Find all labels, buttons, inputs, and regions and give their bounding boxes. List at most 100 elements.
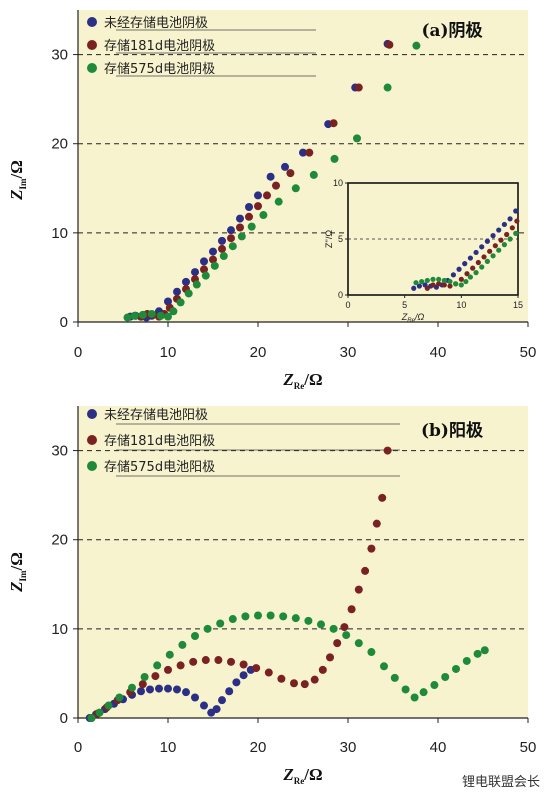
data-point [245, 203, 253, 212]
data-point [236, 223, 244, 232]
legend-marker [87, 435, 97, 445]
data-point [318, 665, 327, 674]
series-2 [87, 611, 489, 722]
data-point [182, 277, 190, 286]
y-tick-label: 20 [51, 532, 68, 549]
data-point [254, 202, 262, 211]
inset-frame [347, 182, 519, 296]
x-tick-label: 50 [520, 739, 537, 756]
inset-x-axis-label: ZRe/Ω [401, 312, 425, 324]
data-point [354, 585, 363, 594]
data-point [239, 671, 248, 680]
data-point [87, 714, 96, 722]
inset-data-point [496, 227, 502, 233]
inset-data-point [496, 247, 502, 253]
data-point [227, 657, 235, 666]
data-point [165, 650, 174, 659]
data-point [155, 684, 163, 693]
data-point [209, 247, 217, 256]
inset-data-point [441, 277, 447, 284]
inset-data-point [430, 276, 436, 282]
inset-data-point [479, 244, 485, 250]
data-point [329, 119, 338, 128]
data-point [227, 234, 235, 243]
data-point [390, 673, 399, 682]
data-point [383, 83, 392, 92]
inset-data-point [424, 277, 430, 284]
x-axis-label: ZRe/Ω [282, 765, 322, 786]
data-point [237, 232, 246, 241]
data-point [353, 134, 361, 143]
legend-label: 未经存储电池阴极 [104, 16, 208, 31]
y-axis-label: ZIm/Ω [7, 160, 28, 201]
data-point [200, 701, 208, 710]
legend-label: 存储181d电池阴极 [104, 39, 215, 54]
data-point [264, 668, 273, 677]
inset-data-point [484, 238, 490, 244]
inset-series-1 [424, 218, 520, 291]
data-point [200, 257, 208, 266]
data-point [329, 624, 338, 633]
data-point [241, 612, 250, 621]
inset-data-point [509, 225, 515, 231]
x-tick-label: 0 [74, 344, 82, 361]
data-point [333, 639, 342, 648]
inset-data-point [507, 236, 513, 242]
data-point [147, 309, 156, 318]
data-point [138, 680, 147, 689]
x-tick-label: 20 [250, 739, 267, 756]
inset-data-point [501, 221, 507, 228]
data-point [361, 566, 370, 575]
inset-data-point [501, 242, 507, 248]
data-point [310, 675, 319, 684]
inset-data-point [513, 230, 519, 236]
panel-title: (b)阳极 [421, 421, 483, 441]
data-point [201, 656, 210, 665]
data-point [480, 646, 489, 655]
data-point [372, 519, 381, 528]
data-point [176, 661, 185, 670]
data-point [236, 214, 244, 223]
inset-data-point [470, 265, 476, 271]
x-tick-label: 40 [430, 739, 447, 756]
inset-x-tick-label: 5 [402, 300, 407, 310]
data-point [146, 685, 154, 694]
data-point [340, 623, 349, 632]
data-point [137, 687, 145, 696]
inset-data-point [419, 278, 425, 285]
data-point [239, 660, 248, 669]
data-point [164, 312, 172, 321]
data-point [263, 191, 271, 200]
data-point [254, 611, 262, 620]
inset-data-point [424, 285, 430, 291]
data-point [212, 705, 221, 714]
data-point [274, 197, 283, 206]
data-point [367, 648, 376, 657]
data-point [430, 681, 439, 690]
legend-marker [87, 17, 97, 27]
data-point [367, 544, 376, 553]
data-point [326, 653, 334, 662]
inset-data-point [413, 280, 419, 286]
y-tick-label: 30 [51, 47, 68, 64]
data-point [225, 687, 234, 696]
data-point [281, 162, 289, 171]
data-point [401, 685, 410, 694]
data-point [452, 664, 460, 673]
inset-x-tick-label: 10 [456, 300, 466, 310]
data-point [419, 688, 428, 697]
inset-data-point [490, 233, 496, 239]
data-point [330, 154, 339, 163]
data-point [178, 640, 187, 649]
data-point [123, 313, 132, 322]
data-point [347, 605, 356, 614]
legend-marker [87, 40, 97, 50]
data-point [272, 181, 280, 190]
data-point [317, 620, 325, 629]
inset-data-point [504, 231, 510, 238]
data-point [173, 287, 181, 296]
data-point [209, 255, 217, 264]
data-point [218, 236, 226, 245]
data-point [169, 307, 178, 316]
data-point [173, 685, 181, 694]
